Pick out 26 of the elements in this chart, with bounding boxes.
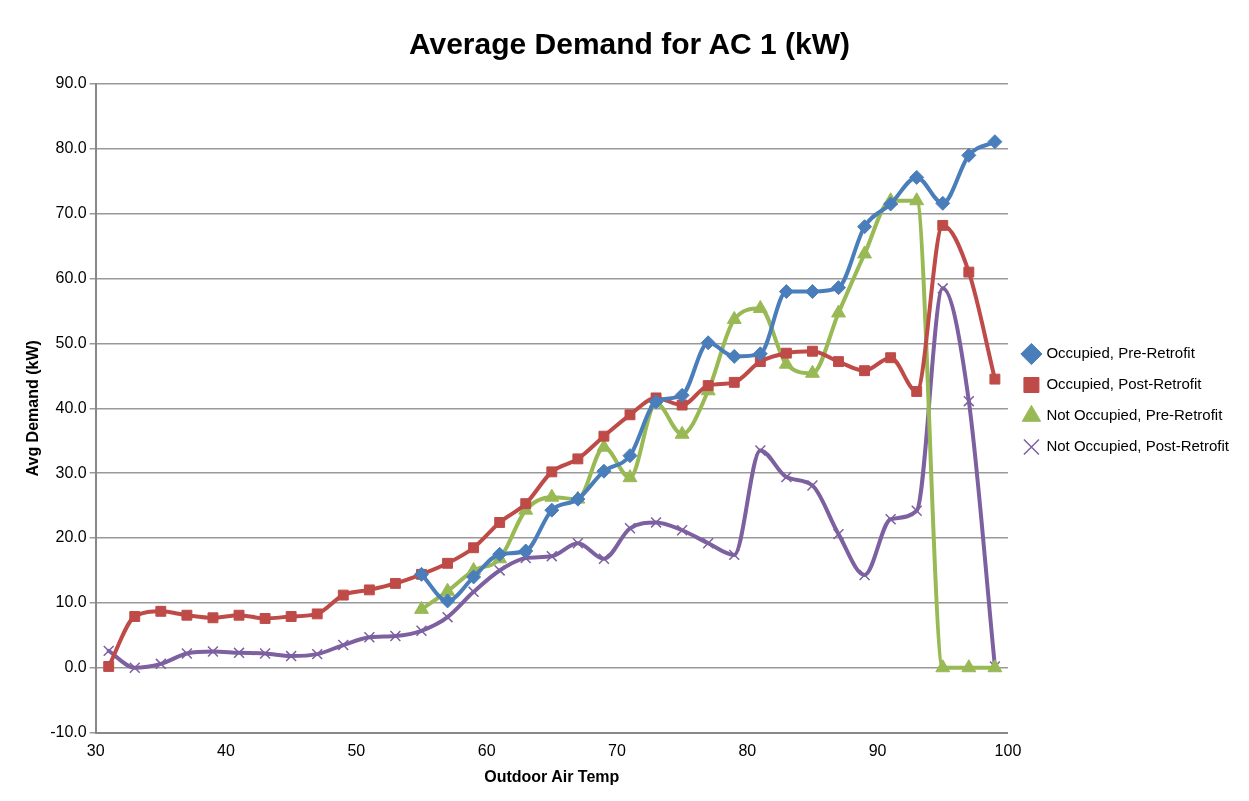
legend-label: Not Occupied, Post-Retrofit: [1046, 437, 1230, 455]
x-tick-label: 80: [738, 741, 757, 759]
x-tick-label: 70: [608, 741, 626, 759]
y-tick-label: 20.0: [55, 528, 87, 546]
y-tick-label: 30.0: [55, 463, 87, 481]
y-tick-label: 80.0: [55, 139, 87, 157]
y-axis-title: Avg Demand (kW): [24, 340, 42, 477]
chart-title: Average Demand for AC 1 (kW): [408, 27, 851, 61]
y-tick-label: 40.0: [55, 398, 87, 416]
y-tick-label: 60.0: [55, 268, 87, 286]
x-axis-title: Outdoor Air Temp: [484, 767, 620, 785]
x-tick-label: 90: [868, 741, 887, 759]
x-tick-label: 30: [86, 741, 105, 759]
x-tick-label: 40: [217, 741, 235, 759]
y-tick-label: 10.0: [55, 593, 87, 611]
y-tick-label: 70.0: [55, 204, 87, 222]
y-tick-label: 0.0: [64, 658, 87, 676]
y-tick-label: 90.0: [55, 74, 87, 92]
x-tick-label: 60: [477, 741, 496, 759]
x-tick-label: 50: [347, 741, 366, 759]
y-tick-label: 50.0: [55, 333, 87, 351]
legend-label: Occupied, Post-Retrofit: [1046, 375, 1203, 393]
x-tick-label: 100: [994, 741, 1022, 759]
legend-label: Occupied, Pre-Retrofit: [1046, 344, 1196, 362]
y-tick-label: -10.0: [50, 723, 87, 741]
legend-label: Not Occupied, Pre-Retrofit: [1046, 406, 1224, 424]
